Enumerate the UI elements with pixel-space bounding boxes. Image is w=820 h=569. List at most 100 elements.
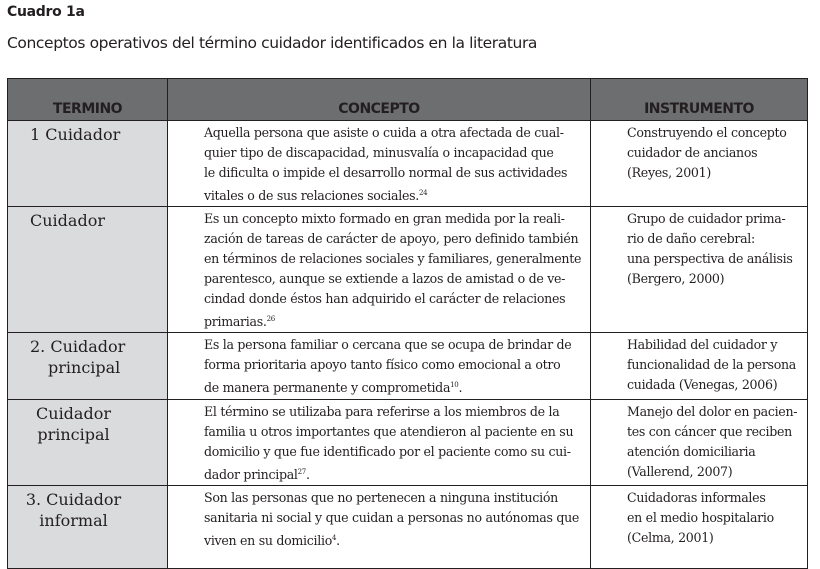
concept-text: forma prioritaria apoyo tanto físico com… [204,357,561,373]
concept-line: Es la persona familiar o cercana que se … [204,335,582,355]
instrument-line: Manejo del dolor en pacien- [627,403,798,419]
concept-line: Son las personas que no pertenecen a nin… [204,488,582,508]
header-concepto: CONCEPTO [167,78,591,121]
instrument-line: Habilidad del cuidador y [627,337,778,353]
concept-text: El término se utilizaba para referirse a… [204,403,560,419]
punctuation: . [305,466,310,482]
concept-line: en términos de relaciones sociales y fam… [204,249,582,269]
concept-line: vitales o de sus relaciones sociales.24 [204,183,582,206]
instrument-cell: Cuidadoras informales en el medio hospita… [590,484,808,569]
table-row: Cuidador Es un concepto mixto formado en … [7,206,808,334]
term-line: 3. Cuidador [25,489,122,509]
concept-text: sanitaria ni social y que cuidan a perso… [204,509,580,525]
concept-text: zación de tareas de carácter de apoyo, p… [204,231,579,247]
concept-cell: Es un concepto mixto formado en gran med… [167,206,591,334]
reference-number: 26 [266,315,276,324]
concept-text: familia u otros importantes que atendier… [204,423,574,439]
instrument-line: Construyendo el concepto [627,125,787,140]
table-label: Cuadro 1a [7,4,85,20]
instrument-line: (Bergero, 2000) [627,271,725,287]
concept-text: Aquella persona que asiste o cuida a otr… [204,125,564,140]
concept-text: dador principal [204,466,298,482]
reference-number: 10 [450,381,459,390]
instrument-cell: Construyendo el concepto cuidador de anci… [590,119,808,208]
concept-text: primarias. [204,314,267,330]
concept-line: sanitaria ni social y que cuidan a perso… [204,508,582,528]
concept-text: cindad donde éstos han adquirido el cará… [204,291,566,307]
concept-text: Es un concepto mixto formado en gran med… [204,211,565,227]
term-line: Cuidador [30,211,105,231]
concept-line: Es un concepto mixto formado en gran med… [204,209,582,229]
instrument-line: (Vallerend, 2007) [627,463,733,479]
concept-cell: Es la persona familiar o cercana que se … [167,332,591,400]
instrument-cell: Manejo del dolor en pacien-tes con cánce… [590,398,808,486]
instrument-cell: Grupo de cuidador prima-rio de daño cere… [590,206,808,334]
term-line: Cuidador [36,403,111,423]
concept-cell: Aquella persona que asiste o cuida a otr… [167,119,591,208]
instrument-line: tes con cáncer que reciben [627,423,792,439]
concept-line: quier tipo de discapacidad, minusvalía o… [204,143,582,163]
term-line: principal [48,358,121,378]
instrument-line: Grupo de cuidador prima- [627,211,786,227]
term-line: 2. Cuidador [30,337,126,357]
concept-line: Aquella persona que asiste o cuida a otr… [204,123,582,143]
concept-line: viven en su domicilio4. [204,528,582,551]
table-title: Conceptos operativos del término cuidado… [7,34,538,52]
concept-text: quier tipo de discapacidad, minusvalía o… [204,145,554,160]
concept-line: forma prioritaria apoyo tanto físico com… [204,355,582,375]
term-cell: 1 Cuidador [7,119,168,208]
concept-text: le dificulta o impide el desarrollo norm… [204,165,568,180]
concept-line: cindad donde éstos han adquirido el cará… [204,289,582,309]
instrument-line: funcionalidad de la persona [627,357,797,373]
instrument-line: (Reyes, 2001) [627,165,711,180]
concept-text: viven en su domicilio [204,532,333,548]
concept-line: le dificulta o impide el desarrollo norm… [204,163,582,183]
instrument-line: en el medio hospitalario [627,509,774,525]
header-row: TERMINO CONCEPTO INSTRUMENTO [7,78,808,121]
concept-text: domicilio y que fue identificado por el … [204,443,571,459]
concept-line: zación de tareas de carácter de apoyo, p… [204,229,582,249]
table-row: 1 Cuidador Aquella persona que asiste o c… [7,119,808,208]
concept-text: vitales o de sus relaciones sociales. [204,188,419,204]
concept-line: primarias.26 [204,309,582,332]
term-line: informal [39,510,108,530]
term-line: 1 Cuidador [30,125,121,144]
concepts-table: TERMINO CONCEPTO INSTRUMENTO 1 Cuidador A… [7,78,808,569]
concept-cell: El término se utilizaba para referirse a… [167,398,591,486]
concept-line: domicilio y que fue identificado por el … [204,442,582,462]
term-line: principal [37,424,110,444]
punctuation: . [458,380,463,396]
term-cell: 3. Cuidador informal [7,484,168,569]
instrument-line: Cuidadoras informales [627,489,766,505]
instrument-line: una perspectiva de análisis [627,251,793,267]
instrument-cell: Habilidad del cuidador y funcionalidad de… [590,332,808,400]
term-cell: 2. Cuidador principal [7,332,168,400]
concept-text: Son las personas que no pertenecen a nin… [204,489,558,505]
concept-text: de manera permanente y comprometida [204,380,451,396]
instrument-line: cuidador de ancianos [627,145,758,160]
concept-text: Es la persona familiar o cercana que se … [204,337,572,353]
header-termino: TERMINO [7,78,168,121]
term-cell: Cuidador [7,206,168,334]
reference-number: 27 [297,467,307,476]
instrument-line: cuidada (Venegas, 2006) [627,377,778,393]
concept-text: parentesco, aunque se extiende a lazos d… [204,271,566,287]
concept-text: en términos de relaciones sociales y fam… [204,251,582,267]
concept-line: dador principal27. [204,462,582,485]
concept-line: El término se utilizaba para referirse a… [204,402,582,422]
term-cell: Cuidador principal [7,398,168,486]
table-row: 3. Cuidador informal Son las personas que … [7,484,808,569]
punctuation: . [336,532,340,548]
concept-line: de manera permanente y comprometida10. [204,375,582,398]
concept-cell: Son las personas que no pertenecen a nin… [167,484,591,569]
concept-line: familia u otros importantes que atendier… [204,422,582,442]
instrument-line: (Celma, 2001) [627,529,714,545]
reference-number: 4 [332,533,337,542]
table-row: Cuidador principal El término se utilizaba… [7,398,808,486]
reference-number: 24 [419,189,428,197]
header-instrumento: INSTRUMENTO [590,78,808,121]
concept-line: parentesco, aunque se extiende a lazos d… [204,269,582,289]
table-row: 2. Cuidador principal Es la persona famili… [7,332,808,400]
instrument-line: rio de daño cerebral: [627,231,755,247]
instrument-line: atención domiciliaria [627,443,756,459]
